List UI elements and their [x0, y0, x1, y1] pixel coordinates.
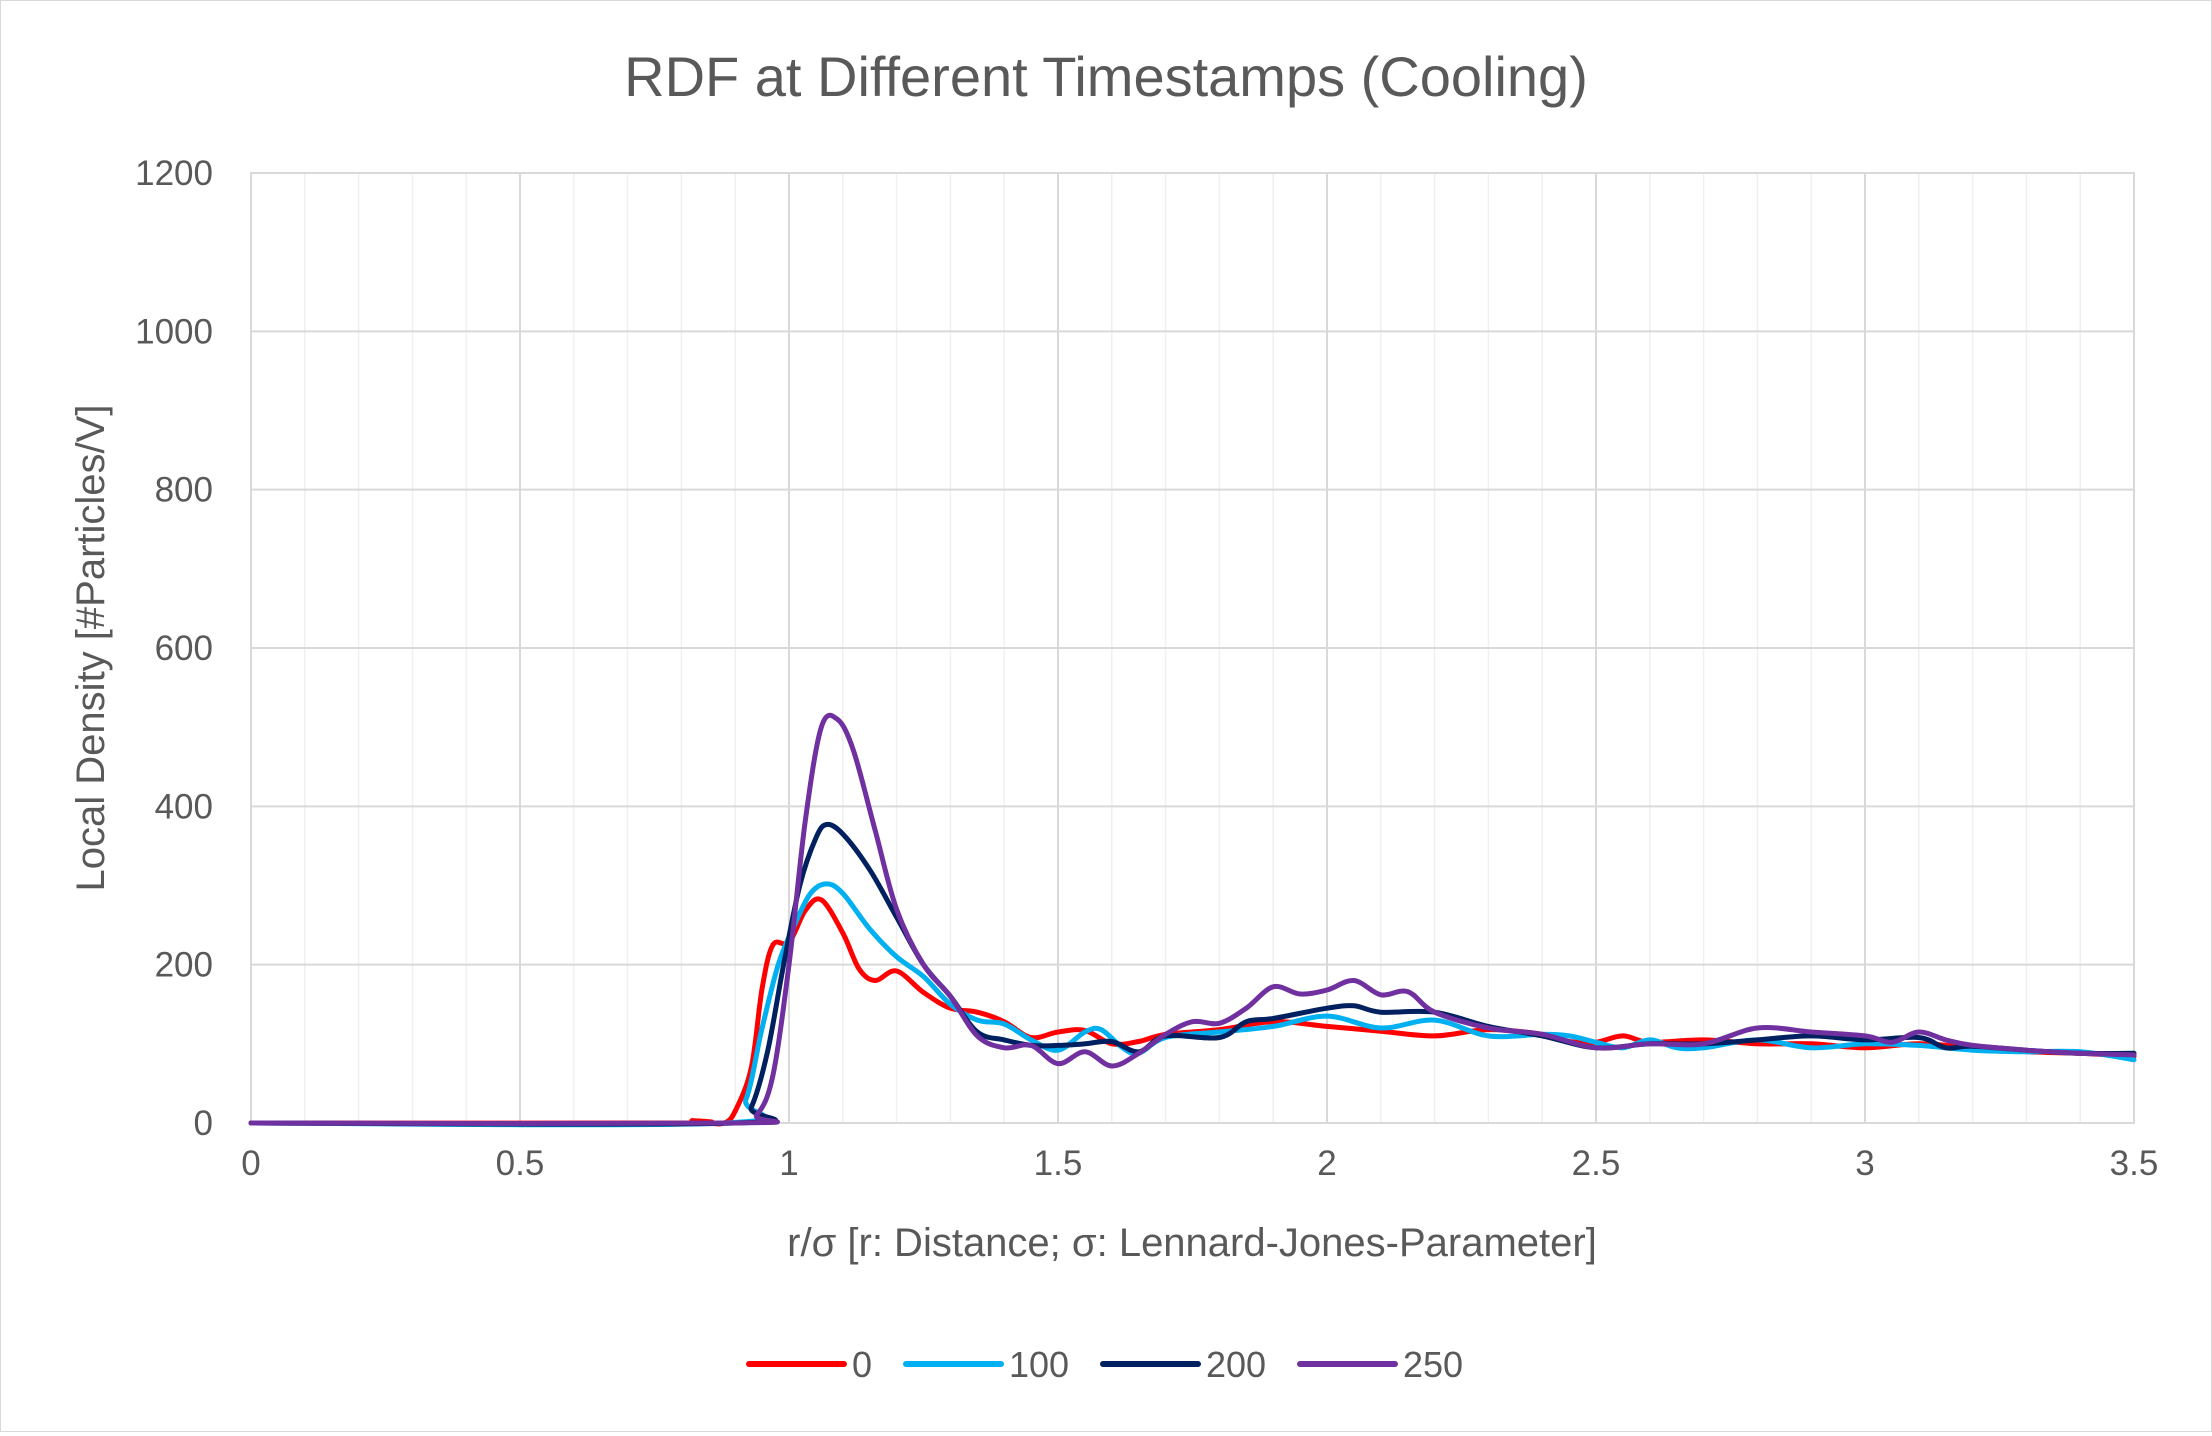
legend-item-100: 100 [903, 1344, 1069, 1385]
major-gridlines [250, 172, 2135, 1124]
y-tick-label: 200 [155, 946, 213, 985]
legend: 0 100 200 250 [746, 1344, 1463, 1385]
x-tick-label: 1.5 [1034, 1144, 1083, 1183]
y-axis-title: Local Density [#Particles/V] [69, 405, 113, 892]
legend-item-250: 250 [1297, 1344, 1463, 1385]
chart-title: RDF at Different Timestamps (Cooling) [624, 45, 1588, 108]
legend-label: 0 [852, 1344, 872, 1385]
legend-label: 250 [1403, 1344, 1463, 1385]
x-axis-tick-labels: 0 0.5 1 1.5 2 2.5 3 3.5 [241, 1144, 2158, 1183]
legend-label: 100 [1009, 1344, 1069, 1385]
x-tick-label: 3 [1855, 1144, 1874, 1183]
series-lines [248, 712, 2137, 1128]
x-tick-label: 3.5 [2110, 1144, 2159, 1183]
y-tick-label: 0 [194, 1104, 213, 1143]
plot-area-border [250, 172, 2135, 1124]
y-tick-label: 1200 [135, 154, 213, 193]
legend-label: 200 [1206, 1344, 1266, 1385]
series-line-250 [248, 712, 2137, 1127]
series-line-100 [248, 881, 2137, 1128]
legend-item-200: 200 [1100, 1344, 1266, 1385]
x-tick-label: 0 [241, 1144, 260, 1183]
x-tick-label: 0.5 [496, 1144, 545, 1183]
y-tick-label: 400 [155, 787, 213, 826]
y-tick-label: 800 [155, 471, 213, 510]
series-line-0 [248, 896, 2137, 1127]
legend-item-0: 0 [746, 1344, 872, 1385]
y-tick-label: 1000 [135, 312, 213, 351]
x-tick-label: 2 [1317, 1144, 1336, 1183]
x-tick-label: 2.5 [1572, 1144, 1621, 1183]
y-tick-label: 600 [155, 629, 213, 668]
x-tick-label: 1 [779, 1144, 798, 1183]
y-axis-tick-labels: 0 200 400 600 800 1000 1200 [135, 154, 213, 1143]
x-axis-title: r/σ [r: Distance; σ: Lennard-Jones-Param… [787, 1221, 1597, 1265]
series-line-200 [248, 821, 2137, 1127]
